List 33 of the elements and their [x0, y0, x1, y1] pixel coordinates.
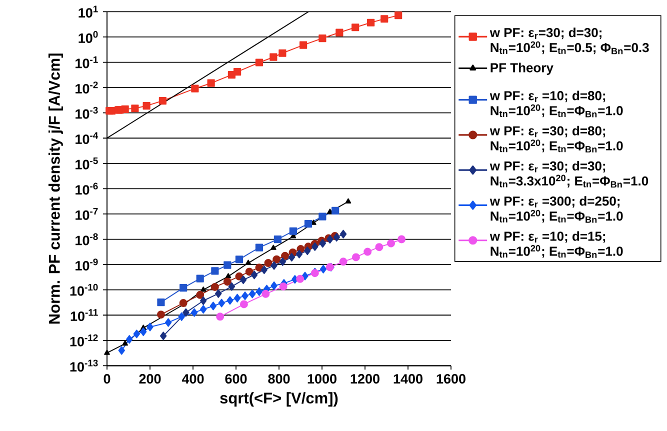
x-tick-label: 1600 [436, 374, 466, 384]
y-tick-label: 10$^{-10}$ [70, 284, 98, 296]
x-tick-label: 0 [104, 374, 110, 384]
x-tick-label: 1400 [394, 374, 422, 384]
text: w PF: ε$_{r}$ =30; d=80; N$_{tn}$=10$^{20}$; E$_{tn}$=Φ$_{Bn}$=1.0 [490, 126, 623, 152]
text: w PF: ε$_{r}$ =300; d=250; N$_{tn}$=10$^{20}$; E$_{tn}$=Φ$_{Bn}$=1.0 [490, 196, 623, 223]
text: w PF: ε$_{r}$ =10; d=15; N$_{tn}$=10$^{20}$; E$_{tn}$=Φ$_{Bn}$=1.0 [490, 231, 623, 258]
x-tick-label: 800 [268, 374, 290, 384]
y-tick-label: 10$^{-3}$ [76, 106, 98, 119]
y-tick-label: 10$^{-7}$ [76, 208, 98, 220]
x-tick-label: 1000 [308, 374, 336, 384]
y-tick-label: 10$^{-6}$ [76, 182, 98, 195]
text: w PF: ε$_{r}$=30; d=30; N$_{tn}$=10$^{20}$; E$_{tn}$=0.5; Φ$_{Bn}$=0.3 [490, 28, 649, 54]
y-tick-label: 10$^{-9}$ [76, 258, 98, 271]
y-tick-label: 10$^{-12}$ [70, 334, 98, 346]
y-tick-label: 10$^{-11}$ [70, 309, 98, 322]
y-tick-label: 10$^{-2}$ [76, 82, 98, 94]
legend-label: PF Theory [490, 62, 554, 75]
x-tick-label: 200 [139, 374, 161, 384]
y-axis-title: Norm. PF current density j/F [A/Vcm] [48, 54, 63, 324]
x-tick-label: 1200 [350, 374, 380, 384]
x-tick-label: 600 [225, 374, 247, 384]
y-tick-label: 10$^{-1}$ [76, 56, 98, 68]
y-tick-label: 10$^{-4}$ [76, 132, 98, 144]
y-tick-label: 10$^{-13}$ [70, 360, 98, 372]
x-axis-title: sqrt(<F> [V/cm]) [220, 392, 338, 407]
y-tick-label: 10$^{-8}$ [76, 233, 98, 246]
y-tick-label: 10$^{1}$ [78, 6, 98, 18]
text: w PF: ε$_{r}$ =30; d=30; N$_{tn}$=3.3x10$^{20}$; E$_{tn}$=Φ$_{Bn}$=1.0 [490, 161, 648, 188]
y-tick-label: 10$^{0}$ [78, 31, 98, 43]
y-tick-label: 10$^{-5}$ [76, 157, 98, 170]
x-tick-label: 400 [182, 374, 204, 384]
text: w PF: ε$_{r}$ =10; d=80; N$_{tn}$=10$^{20}$; E$_{tn}$=Φ$_{Bn}$=1.0 [490, 90, 623, 118]
